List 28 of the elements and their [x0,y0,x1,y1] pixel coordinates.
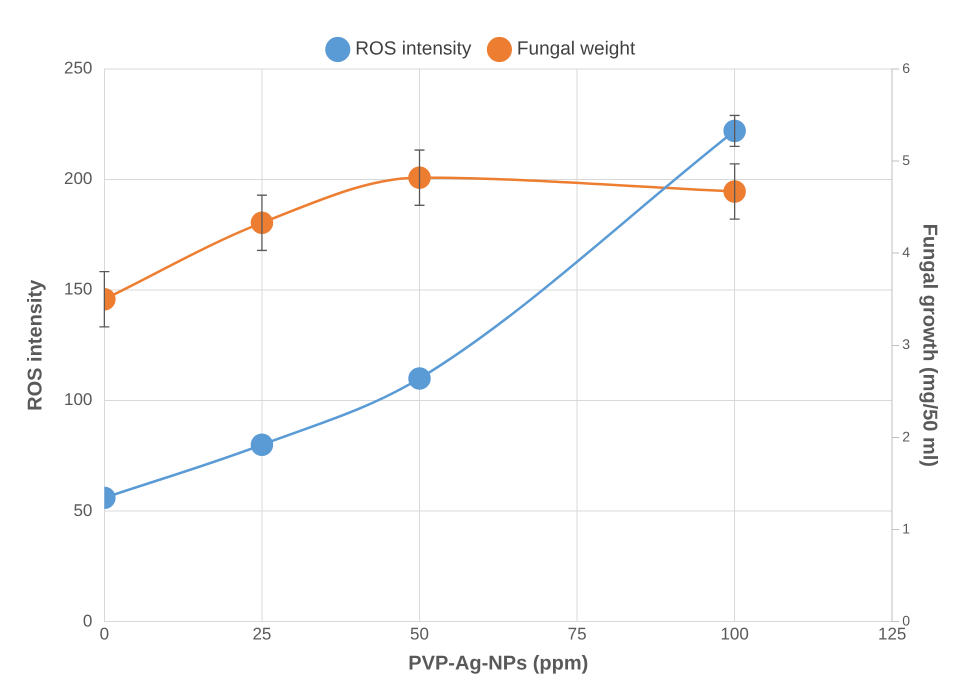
point [408,367,431,390]
y-tick-label: 200 [64,169,92,188]
legend-label: ROS intensity [355,38,472,60]
y-tick-label: 50 [73,500,92,520]
y2-tick-label: 3 [902,336,910,352]
y-tick-label: 250 [64,58,92,78]
x-tick-label: 75 [568,624,587,644]
y2-tick-label: 5 [902,152,910,168]
y2-axis-title: Fungal growth (mg/50 ml) [918,224,940,467]
x-axis-title: PVP-Ag-NPs (ppm) [408,652,588,675]
y2-tick-label: 4 [902,244,910,260]
y-axis-title: ROS intensity [24,278,47,411]
y2-tick-label: 6 [902,60,910,76]
y-tick-label: 100 [64,390,92,410]
legend-label: Fungal weight [516,38,636,60]
y-tick-label: 150 [64,280,92,299]
x-tick-label: 50 [410,624,429,644]
x-tick-label: 0 [100,624,110,644]
y2-tick-label: 2 [902,428,910,444]
point [250,212,274,234]
y2-tick-label: 1 [902,520,910,536]
x-tick-label: 100 [720,624,749,644]
point [723,180,746,203]
point [723,120,746,142]
point [250,434,274,456]
point [408,166,431,189]
x-tick-label: 25 [252,624,272,644]
y-tick-label: 0 [82,611,92,630]
